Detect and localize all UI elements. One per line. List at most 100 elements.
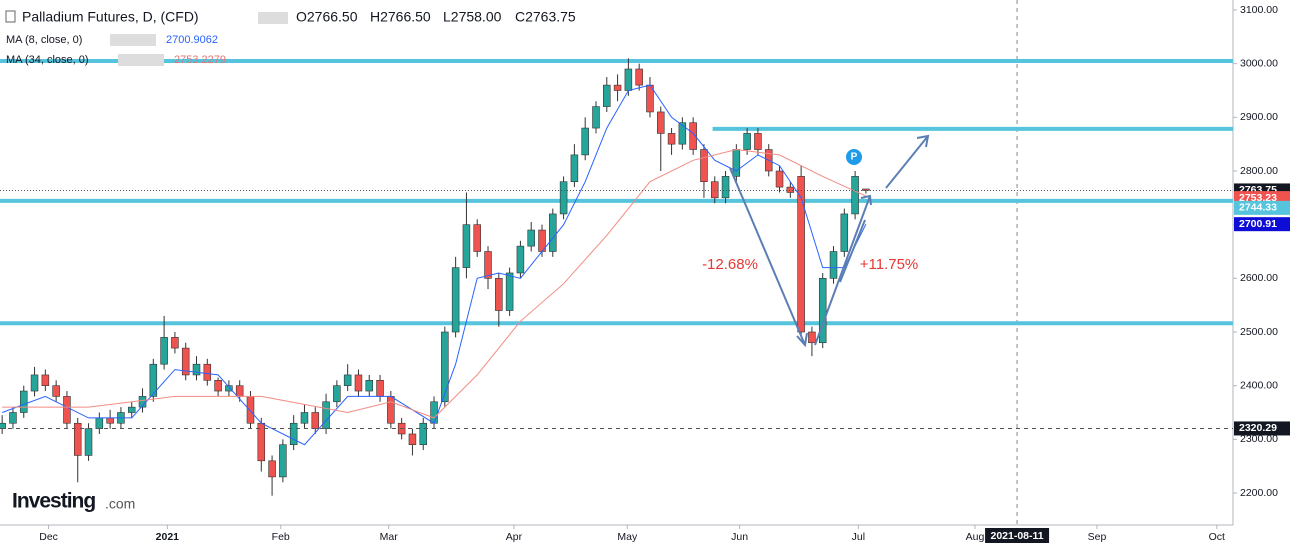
candle-body [289, 422, 298, 446]
x-tick-label: Mar [380, 531, 399, 543]
y-tick-label: 2200.00 [1240, 487, 1278, 499]
candle-body [786, 186, 795, 193]
y-tick-label: 2300.00 [1240, 433, 1278, 445]
candle-body [149, 363, 158, 397]
candle-body [52, 385, 60, 397]
candle-body [106, 417, 114, 424]
price-badge-label: 2700.91 [1239, 218, 1277, 230]
candle-body [365, 380, 374, 392]
ma-line [2, 84, 867, 446]
candle-body [9, 412, 17, 424]
candle-body [333, 385, 341, 403]
candle-body [451, 267, 460, 333]
candle-body [462, 224, 471, 268]
price-badge [1234, 200, 1290, 215]
candle-body [851, 176, 859, 215]
collapse-icon[interactable] [5, 10, 16, 23]
annotation: +11.75% [860, 256, 919, 273]
legend-entry: MA (34, close, 0) [6, 54, 89, 66]
candle-body [322, 401, 330, 429]
candle-body [732, 149, 741, 177]
candle-body [30, 374, 39, 392]
candle-body [754, 133, 762, 150]
candle-body [300, 412, 309, 424]
y-tick-label: 2600.00 [1240, 272, 1278, 284]
y-tick-label: 2900.00 [1240, 111, 1278, 123]
candle-body [387, 396, 395, 424]
candle-body [635, 68, 643, 86]
x-tick-label: Jun [731, 531, 748, 543]
candle-body [797, 176, 805, 333]
x-tick-label: Apr [506, 531, 523, 543]
toolbar-icons[interactable] [118, 54, 164, 66]
legend-value: 2753.2279 [174, 54, 226, 66]
arrow-head [916, 134, 930, 148]
candle-body [235, 385, 244, 397]
candle-body [181, 347, 190, 376]
price-badge-label: 2320.29 [1239, 422, 1277, 434]
x-tick-label: Sep [1088, 531, 1107, 543]
candle-body [343, 374, 352, 386]
legend-value: 2700.9062 [166, 34, 218, 46]
p-label: P [851, 152, 858, 163]
legend-entry: MA (8, close, 0) [6, 34, 82, 46]
date-marker-badge [985, 528, 1050, 543]
candle-body [95, 417, 104, 429]
arrow-head [796, 332, 808, 348]
arrow [729, 167, 806, 346]
candle-body [419, 422, 427, 446]
candle-body [84, 428, 93, 456]
trend-arrows [729, 134, 930, 348]
toolbar-icons[interactable] [258, 12, 288, 24]
candle-body [473, 224, 481, 252]
toolbar-icons[interactable] [110, 34, 156, 46]
candle-body [775, 170, 784, 188]
candle-body [603, 84, 611, 107]
annotation: -12.68% [702, 256, 758, 273]
brand-suffix: .com [105, 496, 135, 512]
y-tick-label: 3100.00 [1240, 4, 1278, 16]
candle-body [430, 401, 438, 424]
candle-body [667, 133, 676, 145]
candle-body [527, 229, 535, 247]
candle-body [441, 331, 449, 403]
candle-body [613, 84, 622, 91]
candle-body [840, 213, 849, 252]
candle-body [246, 396, 255, 424]
ohlc-open: O2766.50 [296, 9, 358, 25]
x-tick-label: Dec [39, 531, 58, 543]
candle-body [160, 337, 168, 365]
candle-body [354, 374, 363, 392]
candle-body [818, 278, 827, 344]
candle-body [808, 331, 816, 344]
y-tick-label: 2800.00 [1240, 165, 1278, 177]
candle-body [214, 380, 222, 392]
candle-body [700, 149, 708, 183]
brand: Investing [12, 490, 95, 513]
x-tick-label: Oct [1209, 531, 1225, 543]
candle-body [624, 68, 633, 91]
candle-body [225, 385, 233, 392]
ohlc-high: H2766.50 [370, 9, 431, 25]
candle-body [678, 122, 687, 145]
candle-body [484, 251, 492, 279]
candle-body [376, 380, 384, 397]
candle-body [549, 213, 557, 252]
candle-body [63, 396, 71, 424]
ohlc-low: L2758.00 [443, 9, 502, 25]
candle-body [710, 181, 719, 199]
candle-body [19, 390, 28, 413]
candle-body [495, 278, 503, 311]
chart-title: Palladium Futures, D, (CFD) [22, 9, 199, 25]
ma-line [2, 148, 867, 419]
candle-body [192, 363, 201, 376]
x-tick-label: Jul [852, 531, 865, 543]
price-badge [1234, 217, 1290, 232]
y-tick-label: 3000.00 [1240, 57, 1278, 69]
arrow [814, 195, 871, 346]
candle-body [657, 111, 665, 134]
candle-body [311, 412, 320, 429]
candle-body [73, 422, 82, 456]
candle-body [203, 363, 212, 381]
